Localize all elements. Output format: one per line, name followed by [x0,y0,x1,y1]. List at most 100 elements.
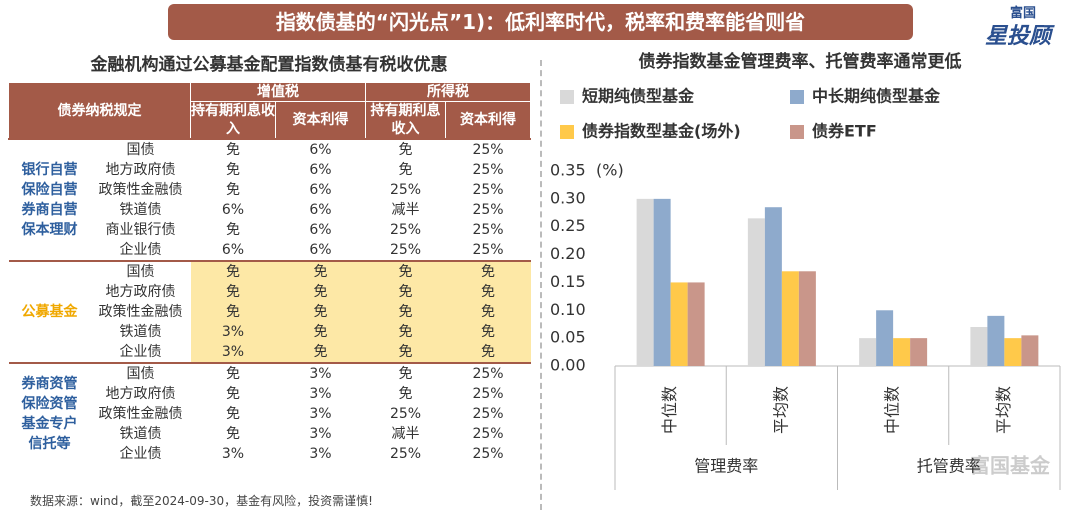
tax-cell: 免 [275,302,366,322]
bond-type: 国债 [90,260,191,282]
tax-cell: 免 [398,386,413,402]
bond-type: 国债 [90,138,191,160]
source-note: 数据来源：wind，截至2024-09-30，基金有风险，投资需谨慎! [30,494,373,508]
tax-cell: 免 [275,260,366,282]
tax-cell: 25% [472,386,504,402]
bond-type: 铁道债 [119,202,162,218]
bar [670,282,688,366]
table-row: 政策性金融债免免免免 [9,302,531,322]
bar [764,207,782,366]
legend-swatch [560,90,574,104]
tax-cell: 免 [365,362,446,384]
tax-cell: 3% [221,446,245,462]
watermark: 富国基金 [970,454,1051,478]
tax-cell: 免 [190,138,276,160]
header-group: 所得税 [365,82,531,102]
category-group-label: 托管费率 [917,457,981,476]
bar [910,338,928,366]
tax-cell: 25% [472,202,504,218]
bond-type: 企业债 [119,242,162,258]
legend-label: 债券指数型基金(场外) [582,122,741,141]
legend-label: 短期纯债型基金 [582,87,695,106]
y-tick-label: 0.30 [550,188,586,207]
tax-cell: 免 [445,342,531,363]
tax-cell: 3% [309,386,332,402]
bond-type: 国债 [90,362,191,384]
tax-cell: 免 [190,282,276,302]
bond-type: 政策性金融债 [98,304,183,320]
tax-cell: 免 [365,282,446,302]
y-tick-label: 0.00 [550,356,586,375]
x-tick-label: 中位数 [883,386,902,434]
bond-type: 铁道债 [119,426,162,442]
bar [876,310,894,366]
table-row: 铁道债 3% 免免免 [9,322,531,342]
logo-main: 星投顾 [985,24,1052,49]
table-row: 铁道债 6% 6% 减半 25% [9,200,531,220]
header-column: 资本利得 [445,101,531,140]
legend-label: 债券ETF [812,122,877,141]
bar [859,338,877,366]
table-row: 券商资管 保险资管 基金专户 信托等 国债免 3% 免 25% [8,362,531,464]
section-label: 银行自营 保险自营 券商自营 保本理财 [8,138,91,261]
tax-cell: 免 [398,162,413,178]
header-column: 持有期利息收入 [365,101,446,140]
tax-cell: 6% [309,222,332,238]
legend-label: 中长期纯债型基金 [812,87,941,106]
tax-cell: 免 [275,342,366,363]
tax-cell: 6% [275,138,366,160]
tax-cell: 减半 [391,426,420,442]
bond-type: 企业债 [119,446,162,462]
bond-type: 地方政府债 [105,284,176,300]
table-row: 企业债 3% 3% 25% 25% [9,444,531,464]
tax-cell: 免 [226,162,240,178]
tax-cell: 3% [309,426,332,442]
tax-cell: 6% [221,202,245,218]
bar [747,218,765,366]
tax-cell: 25% [472,182,504,198]
y-tick-label: 0.35 [550,161,586,180]
tax-cell: 免 [445,260,531,282]
x-tick-label: 平均数 [771,386,790,434]
bond-type: 铁道债 [119,324,162,340]
tax-cell: 免 [445,302,531,322]
logo-top: 富国 [1010,6,1037,21]
table-row: 铁道债 免 3% 减半 25% [9,424,531,444]
tax-cell: 3% [309,406,332,422]
tax-cell: 25% [472,426,504,442]
tax-cell: 免 [190,362,276,384]
tax-cell: 25% [389,182,422,198]
tax-cell: 免 [445,282,531,302]
tax-cell: 减半 [391,202,420,218]
table-row: 地方政府债 免 3% 免 25% [9,384,531,404]
bond-type: 企业债 [119,344,162,360]
table-row: 公募基金 国债免免免免 [8,260,531,363]
tax-cell: 25% [445,138,531,160]
tax-cell: 3% [190,342,276,363]
tax-cell: 免 [226,426,240,442]
tax-cell: 25% [389,222,422,238]
table-row: 地方政府债 免 6% 免 25% [9,160,531,180]
tax-cell: 25% [472,446,504,462]
bar [781,271,799,366]
tax-cell: 免 [365,260,446,282]
tax-cell: 免 [226,386,240,402]
tax-cell: 免 [365,342,446,363]
tax-cell: 6% [221,242,245,258]
tax-cell: 免 [190,302,276,322]
table-row: 政策性金融债 免 6% 25% 25% [9,180,531,200]
bar [1004,338,1022,366]
y-tick-label: 0.20 [550,244,586,263]
tax-cell: 免 [226,182,240,198]
tax-cell: 6% [309,182,332,198]
bar [970,327,988,366]
table-row: 企业债 3% 免免免 [9,342,531,363]
section-label: 公募基金 [8,260,91,363]
table-row: 银行自营 保险自营 券商自营 保本理财 国债免 6% 免 25% [8,138,531,261]
bond-type: 政策性金融债 [98,406,183,422]
bar [893,338,911,366]
tax-cell: 25% [472,222,504,238]
x-tick-label: 平均数 [994,386,1013,434]
